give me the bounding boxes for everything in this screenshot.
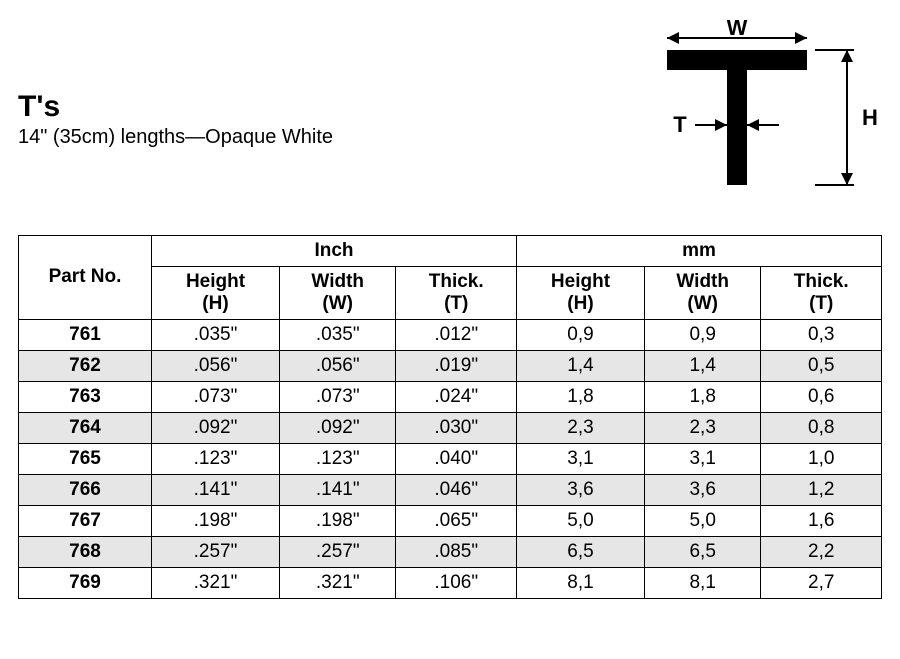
table-row: 761.035".035".012"0,90,90,3	[19, 319, 882, 350]
cell-inch-h: .141"	[152, 474, 280, 505]
cell-partno: 762	[19, 350, 152, 381]
col-inch-height: Height(H)	[152, 267, 280, 320]
cell-mm-w: 5,0	[644, 505, 760, 536]
cell-inch-w: .092"	[280, 412, 396, 443]
cell-inch-t: .046"	[396, 474, 517, 505]
cell-mm-w: 1,8	[644, 381, 760, 412]
cell-inch-h: .321"	[152, 567, 280, 598]
cell-mm-t: 1,2	[761, 474, 882, 505]
cell-inch-w: .257"	[280, 536, 396, 567]
cell-inch-t: .085"	[396, 536, 517, 567]
col-partno: Part No.	[19, 236, 152, 320]
table-row: 769.321".321".106"8,18,12,7	[19, 567, 882, 598]
header-region: T's 14" (35cm) lengths—Opaque White W T	[18, 20, 882, 195]
title-block: T's 14" (35cm) lengths—Opaque White	[18, 20, 333, 149]
cell-inch-t: .012"	[396, 319, 517, 350]
table-row: 762.056".056".019"1,41,40,5	[19, 350, 882, 381]
diagram-h-label: H	[862, 105, 878, 130]
col-inch-thick: Thick.(T)	[396, 267, 517, 320]
cell-inch-w: .141"	[280, 474, 396, 505]
table-row: 768.257".257".085"6,56,52,2	[19, 536, 882, 567]
page-subtitle: 14" (35cm) lengths—Opaque White	[18, 126, 333, 149]
cell-inch-w: .198"	[280, 505, 396, 536]
table-row: 763.073".073".024"1,81,80,6	[19, 381, 882, 412]
cell-inch-t: .024"	[396, 381, 517, 412]
cell-mm-h: 0,9	[516, 319, 644, 350]
cell-mm-h: 1,8	[516, 381, 644, 412]
cell-mm-t: 1,0	[761, 443, 882, 474]
cell-inch-w: .056"	[280, 350, 396, 381]
cell-partno: 764	[19, 412, 152, 443]
cell-mm-t: 0,5	[761, 350, 882, 381]
cell-partno: 766	[19, 474, 152, 505]
cell-inch-h: .056"	[152, 350, 280, 381]
col-inch-width: Width(W)	[280, 267, 396, 320]
table-row: 767.198".198".065"5,05,01,6	[19, 505, 882, 536]
table-row: 764.092".092".030"2,32,30,8	[19, 412, 882, 443]
page-title: T's	[18, 90, 333, 124]
cell-partno: 765	[19, 443, 152, 474]
cell-mm-h: 3,1	[516, 443, 644, 474]
col-mm-thick: Thick.(T)	[761, 267, 882, 320]
cell-mm-t: 2,7	[761, 567, 882, 598]
cell-partno: 768	[19, 536, 152, 567]
table-row: 766.141".141".046"3,63,61,2	[19, 474, 882, 505]
col-group-inch: Inch	[152, 236, 517, 267]
cell-mm-h: 2,3	[516, 412, 644, 443]
spec-table-body: 761.035".035".012"0,90,90,3762.056".056"…	[19, 319, 882, 598]
cell-inch-h: .123"	[152, 443, 280, 474]
cell-mm-h: 5,0	[516, 505, 644, 536]
cell-mm-t: 2,2	[761, 536, 882, 567]
cell-inch-w: .321"	[280, 567, 396, 598]
cell-inch-w: .123"	[280, 443, 396, 474]
cell-inch-h: .198"	[152, 505, 280, 536]
t-flange	[667, 50, 807, 70]
cell-inch-t: .019"	[396, 350, 517, 381]
cell-partno: 763	[19, 381, 152, 412]
cell-mm-w: 1,4	[644, 350, 760, 381]
cell-mm-h: 3,6	[516, 474, 644, 505]
cell-mm-t: 0,6	[761, 381, 882, 412]
t-stem	[727, 70, 747, 185]
cell-inch-h: .073"	[152, 381, 280, 412]
col-mm-width: Width(W)	[644, 267, 760, 320]
cell-mm-w: 2,3	[644, 412, 760, 443]
cell-mm-w: 0,9	[644, 319, 760, 350]
cell-inch-h: .092"	[152, 412, 280, 443]
col-mm-height: Height(H)	[516, 267, 644, 320]
cell-inch-w: .073"	[280, 381, 396, 412]
diagram-t-label: T	[673, 112, 687, 137]
cell-mm-w: 6,5	[644, 536, 760, 567]
cell-partno: 769	[19, 567, 152, 598]
cell-inch-t: .030"	[396, 412, 517, 443]
spec-table: Part No. Inch mm Height(H) Width(W) Thic…	[18, 235, 882, 599]
cell-mm-w: 8,1	[644, 567, 760, 598]
cell-inch-h: .035"	[152, 319, 280, 350]
table-row: 765.123".123".040"3,13,11,0	[19, 443, 882, 474]
cell-mm-w: 3,1	[644, 443, 760, 474]
col-group-mm: mm	[516, 236, 881, 267]
cell-partno: 767	[19, 505, 152, 536]
cell-mm-t: 0,8	[761, 412, 882, 443]
cell-inch-t: .106"	[396, 567, 517, 598]
cell-inch-t: .065"	[396, 505, 517, 536]
cell-inch-h: .257"	[152, 536, 280, 567]
cell-partno: 761	[19, 319, 152, 350]
cell-inch-w: .035"	[280, 319, 396, 350]
cell-mm-t: 1,6	[761, 505, 882, 536]
cell-mm-h: 1,4	[516, 350, 644, 381]
t-profile-diagram: W T H	[602, 20, 882, 195]
cell-inch-t: .040"	[396, 443, 517, 474]
diagram-w-label: W	[727, 20, 748, 40]
cell-mm-w: 3,6	[644, 474, 760, 505]
cell-mm-h: 6,5	[516, 536, 644, 567]
cell-mm-t: 0,3	[761, 319, 882, 350]
cell-mm-h: 8,1	[516, 567, 644, 598]
